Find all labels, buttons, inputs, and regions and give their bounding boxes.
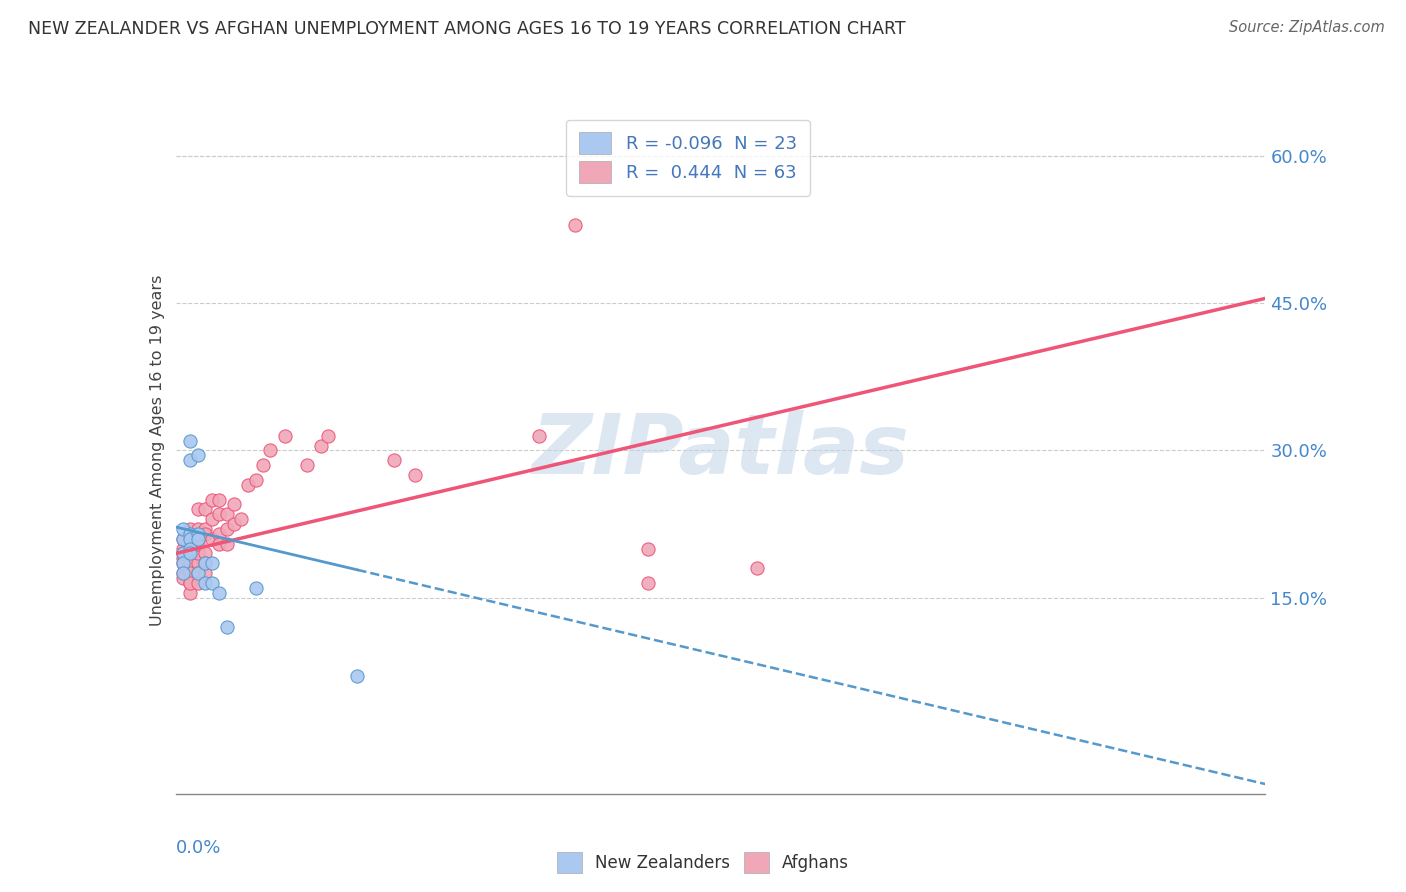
Point bbox=[295, 458, 318, 473]
Point bbox=[172, 557, 194, 571]
Point bbox=[238, 478, 260, 492]
Point bbox=[208, 586, 231, 600]
Point bbox=[231, 512, 253, 526]
Point bbox=[179, 526, 201, 541]
Point bbox=[208, 507, 231, 521]
Point bbox=[172, 551, 194, 566]
Point bbox=[186, 526, 209, 541]
Text: 0.0%: 0.0% bbox=[176, 838, 221, 856]
Point bbox=[186, 502, 209, 516]
Point bbox=[179, 532, 201, 546]
Point bbox=[208, 492, 231, 507]
Point bbox=[259, 443, 281, 458]
Point bbox=[245, 581, 267, 595]
Point bbox=[194, 576, 217, 591]
Point bbox=[186, 532, 209, 546]
Point bbox=[527, 429, 550, 443]
Point bbox=[208, 536, 231, 550]
Y-axis label: Unemployment Among Ages 16 to 19 years: Unemployment Among Ages 16 to 19 years bbox=[149, 275, 165, 626]
Point bbox=[186, 576, 209, 591]
Point bbox=[186, 522, 209, 536]
Point bbox=[274, 429, 297, 443]
Point bbox=[172, 541, 194, 556]
Point bbox=[252, 458, 274, 473]
Point bbox=[222, 498, 245, 512]
Point bbox=[564, 218, 586, 232]
Point bbox=[179, 557, 201, 571]
Point bbox=[208, 526, 231, 541]
Point bbox=[194, 557, 217, 571]
Point bbox=[172, 566, 194, 581]
Point bbox=[172, 532, 194, 546]
Point bbox=[179, 546, 201, 561]
Point bbox=[186, 546, 209, 561]
Point bbox=[179, 532, 201, 546]
Point bbox=[172, 532, 194, 546]
Point bbox=[194, 502, 217, 516]
Point bbox=[172, 546, 194, 561]
Text: ZIPatlas: ZIPatlas bbox=[531, 410, 910, 491]
Point bbox=[346, 669, 368, 683]
Point bbox=[172, 546, 194, 561]
Point bbox=[194, 557, 217, 571]
Point bbox=[179, 586, 201, 600]
Point bbox=[179, 546, 201, 561]
Point bbox=[179, 576, 201, 591]
Point bbox=[186, 546, 209, 561]
Point bbox=[201, 512, 224, 526]
Point bbox=[179, 557, 201, 571]
Point bbox=[309, 439, 332, 453]
Point bbox=[172, 557, 194, 571]
Point bbox=[405, 467, 427, 482]
Legend: R = -0.096  N = 23, R =  0.444  N = 63: R = -0.096 N = 23, R = 0.444 N = 63 bbox=[567, 120, 810, 196]
Point bbox=[245, 473, 267, 487]
Point bbox=[179, 541, 201, 556]
Point bbox=[194, 522, 217, 536]
Text: Source: ZipAtlas.com: Source: ZipAtlas.com bbox=[1229, 20, 1385, 35]
Point bbox=[179, 546, 201, 561]
Point bbox=[201, 557, 224, 571]
Point bbox=[172, 566, 194, 581]
Text: NEW ZEALANDER VS AFGHAN UNEMPLOYMENT AMONG AGES 16 TO 19 YEARS CORRELATION CHART: NEW ZEALANDER VS AFGHAN UNEMPLOYMENT AMO… bbox=[28, 20, 905, 37]
Point bbox=[637, 576, 659, 591]
Point bbox=[215, 507, 238, 521]
Point bbox=[186, 566, 209, 581]
Point bbox=[194, 546, 217, 561]
Point bbox=[179, 453, 201, 467]
Point bbox=[186, 557, 209, 571]
Point bbox=[186, 536, 209, 550]
Point bbox=[179, 566, 201, 581]
Point bbox=[201, 576, 224, 591]
Point bbox=[179, 434, 201, 448]
Point bbox=[201, 492, 224, 507]
Point bbox=[179, 532, 201, 546]
Point bbox=[186, 449, 209, 463]
Point bbox=[179, 522, 201, 536]
Point bbox=[179, 546, 201, 561]
Point bbox=[172, 571, 194, 585]
Point bbox=[222, 517, 245, 532]
Point bbox=[382, 453, 405, 467]
Point bbox=[194, 526, 217, 541]
Point bbox=[186, 566, 209, 581]
Point bbox=[637, 541, 659, 556]
Point bbox=[215, 522, 238, 536]
Point bbox=[186, 532, 209, 546]
Point bbox=[194, 566, 217, 581]
Point bbox=[179, 576, 201, 591]
Point bbox=[179, 566, 201, 581]
Point bbox=[215, 620, 238, 634]
Legend: New Zealanders, Afghans: New Zealanders, Afghans bbox=[550, 846, 856, 880]
Point bbox=[745, 561, 768, 575]
Point bbox=[215, 536, 238, 550]
Point bbox=[172, 522, 194, 536]
Point bbox=[318, 429, 340, 443]
Point bbox=[201, 532, 224, 546]
